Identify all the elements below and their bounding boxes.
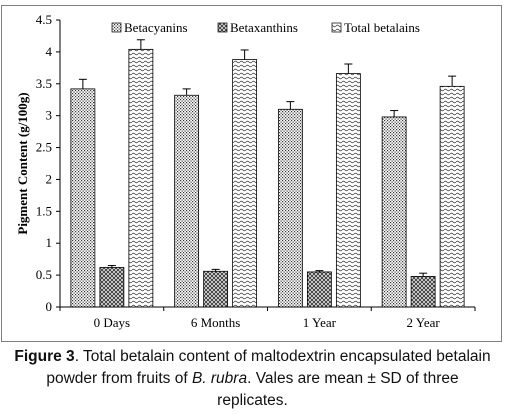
y-tick-label: 2.5: [36, 140, 52, 155]
bar: [439, 85, 465, 308]
y-tick-label: 0: [46, 299, 53, 314]
bar-chart: 0 0.5 1 1.5 2 2.5 3 3.5 4 4.5 Pigment Content (g/1…: [15, 12, 476, 330]
x-tick-label: 2 Year: [407, 315, 441, 330]
bar: [70, 88, 96, 308]
bar: [306, 271, 332, 308]
bar: [410, 275, 436, 308]
y-tick-label: 4: [46, 44, 53, 59]
y-axis-label: Pigment Content (g/100g): [15, 92, 30, 234]
caption-species: B. rubra: [191, 370, 248, 387]
legend-label: Total betalains: [344, 20, 420, 35]
bar: [99, 267, 125, 308]
bar: [335, 73, 361, 308]
legend-label: Betacyanins: [124, 20, 188, 35]
y-tick-label: 3.5: [36, 76, 52, 91]
bar: [277, 108, 303, 308]
bar: [203, 270, 229, 308]
caption-label: Figure 3: [14, 348, 75, 365]
y-tick-label: 1: [46, 235, 53, 250]
bar: [232, 59, 258, 308]
figure-caption: Figure 3. Total betalain content of malt…: [10, 346, 495, 412]
legend: Betacyanins Betaxanthins Total betalains: [111, 20, 420, 35]
y-tick-label: 0.5: [36, 267, 52, 282]
caption-text-1: . Total betalain content of maltodextrin…: [46, 348, 491, 387]
x-tick-label: 1 Year: [303, 315, 337, 330]
bars-layer: [70, 39, 465, 308]
y-tick-label: 4.5: [36, 12, 52, 27]
x-tick-label: 6 Months: [191, 315, 240, 330]
bar: [174, 94, 200, 308]
y-tick-label: 2: [46, 171, 53, 186]
bar: [128, 48, 154, 308]
y-tick-label: 3: [46, 108, 53, 123]
legend-swatch: [331, 22, 342, 33]
legend-swatch: [217, 22, 228, 33]
bar: [381, 116, 407, 308]
legend-label: Betaxanthins: [230, 20, 298, 35]
y-tick-label: 1.5: [36, 203, 52, 218]
x-tick-label: 0 Days: [94, 315, 130, 330]
caption-text-2: . Vales are mean ± SD of three replicate…: [217, 370, 459, 409]
legend-swatch: [111, 22, 122, 33]
